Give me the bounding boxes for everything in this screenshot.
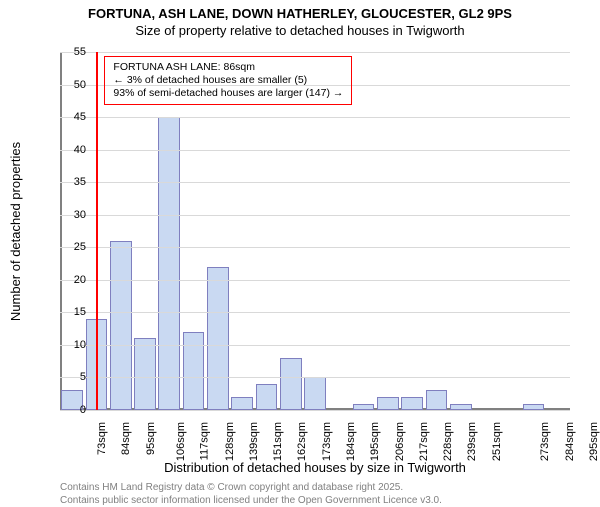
y-tick-label: 5 bbox=[46, 371, 86, 383]
y-tick-label: 55 bbox=[46, 46, 86, 58]
x-tick-label: 206sqm bbox=[394, 422, 406, 461]
bar bbox=[280, 358, 302, 410]
x-tick-label: 217sqm bbox=[418, 422, 430, 461]
gridline bbox=[60, 117, 570, 118]
bar bbox=[426, 390, 448, 410]
y-tick-label: 30 bbox=[46, 209, 86, 221]
bar bbox=[256, 384, 278, 410]
y-tick-label: 45 bbox=[46, 111, 86, 123]
bar bbox=[207, 267, 229, 410]
chart-title-line2: Size of property relative to detached ho… bbox=[0, 23, 600, 40]
x-tick-label: 106sqm bbox=[175, 422, 187, 461]
x-tick-label: 284sqm bbox=[564, 422, 576, 461]
y-tick-label: 15 bbox=[46, 306, 86, 318]
gridline bbox=[60, 52, 570, 53]
y-tick-label: 0 bbox=[46, 404, 86, 416]
annotation-box: FORTUNA ASH LANE: 86sqm← 3% of detached … bbox=[104, 56, 352, 105]
gridline bbox=[60, 312, 570, 313]
gridline bbox=[60, 182, 570, 183]
x-axis-title: Distribution of detached houses by size … bbox=[60, 460, 570, 475]
bar bbox=[183, 332, 205, 410]
x-tick-label: 117sqm bbox=[199, 422, 211, 460]
attribution-text: Contains HM Land Registry data © Crown c… bbox=[60, 482, 442, 507]
gridline bbox=[60, 280, 570, 281]
x-tick-label: 151sqm bbox=[272, 422, 284, 461]
x-tick-label: 173sqm bbox=[321, 422, 333, 461]
bar bbox=[158, 117, 180, 410]
y-tick-label: 50 bbox=[46, 79, 86, 91]
y-tick-label: 10 bbox=[46, 339, 86, 351]
plot-area: FORTUNA ASH LANE: 86sqm← 3% of detached … bbox=[60, 52, 570, 410]
bar bbox=[231, 397, 253, 410]
annotation-line3: 93% of semi-detached houses are larger (… bbox=[113, 87, 343, 100]
bars-layer bbox=[60, 52, 570, 410]
gridline bbox=[60, 150, 570, 151]
attribution-line2: Contains public sector information licen… bbox=[60, 495, 442, 507]
gridline bbox=[60, 377, 570, 378]
y-tick-label: 25 bbox=[46, 241, 86, 253]
x-tick-label: 239sqm bbox=[467, 422, 479, 461]
x-tick-label: 273sqm bbox=[539, 422, 551, 461]
bar bbox=[134, 338, 156, 410]
bar bbox=[110, 241, 132, 410]
bar bbox=[377, 397, 399, 410]
x-tick-label: 228sqm bbox=[442, 422, 454, 461]
annotation-line1: FORTUNA ASH LANE: 86sqm bbox=[113, 61, 343, 74]
bar bbox=[304, 377, 326, 410]
x-tick-label: 184sqm bbox=[345, 422, 357, 461]
x-tick-label: 128sqm bbox=[224, 422, 236, 461]
y-axis-title: Number of detached properties bbox=[8, 52, 24, 410]
y-tick-label: 35 bbox=[46, 176, 86, 188]
chart-container: FORTUNA, ASH LANE, DOWN HATHERLEY, GLOUC… bbox=[0, 0, 600, 500]
annotation-line2: ← 3% of detached houses are smaller (5) bbox=[113, 74, 343, 87]
gridline bbox=[60, 247, 570, 248]
chart-title-line1: FORTUNA, ASH LANE, DOWN HATHERLEY, GLOUC… bbox=[0, 6, 600, 23]
x-tick-label: 95sqm bbox=[145, 422, 157, 455]
x-tick-label: 251sqm bbox=[491, 422, 503, 461]
bar bbox=[401, 397, 423, 410]
y-tick-label: 40 bbox=[46, 144, 86, 156]
attribution-line1: Contains HM Land Registry data © Crown c… bbox=[60, 482, 442, 495]
x-tick-label: 195sqm bbox=[369, 422, 381, 461]
x-tick-label: 73sqm bbox=[96, 422, 108, 455]
gridline bbox=[60, 345, 570, 346]
chart-title-block: FORTUNA, ASH LANE, DOWN HATHERLEY, GLOUC… bbox=[0, 0, 600, 40]
gridline bbox=[60, 215, 570, 216]
gridline bbox=[60, 410, 570, 411]
x-tick-label: 84sqm bbox=[120, 422, 132, 455]
marker-line bbox=[96, 52, 98, 410]
x-tick-label: 295sqm bbox=[588, 422, 600, 461]
x-tick-label: 139sqm bbox=[248, 422, 260, 461]
x-tick-label: 162sqm bbox=[297, 422, 309, 461]
y-tick-label: 20 bbox=[46, 274, 86, 286]
